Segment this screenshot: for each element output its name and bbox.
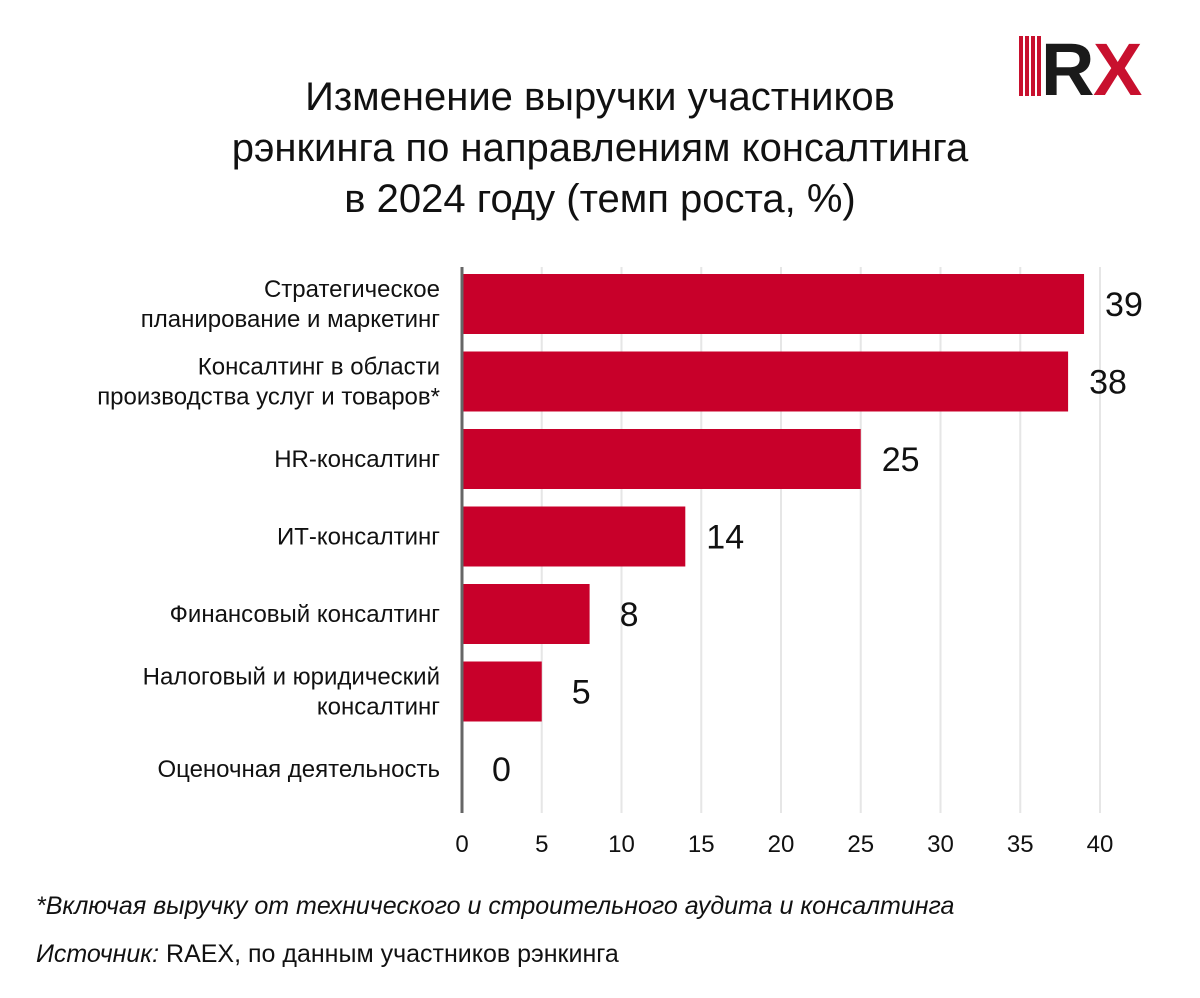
- category-label-6-0: Оценочная деятельность: [157, 756, 440, 783]
- bar-2: [462, 429, 861, 489]
- category-label-2-0: HR-консалтинг: [274, 446, 440, 473]
- logo-letter-r: R: [1041, 36, 1094, 98]
- bar-0: [462, 274, 1085, 334]
- category-label-5-0: Налоговый и юридический: [143, 664, 440, 691]
- category-label-1-1: производства услуг и товаров*: [97, 384, 440, 411]
- data-label-3: 14: [706, 519, 744, 557]
- category-label-4-0: Финансовый консалтинг: [170, 601, 441, 628]
- category-label-1-0: Консалтинг в области: [198, 354, 440, 381]
- x-tick-label-25: 25: [847, 831, 874, 858]
- data-label-0: 39: [1105, 286, 1143, 324]
- x-tick-label-10: 10: [608, 831, 635, 858]
- footnote: *Включая выручку от технического и строи…: [36, 892, 955, 920]
- x-tick-label-35: 35: [1007, 831, 1034, 858]
- chart-title-line-1: Изменение выручки участников: [305, 75, 895, 119]
- bar-3: [462, 506, 686, 567]
- chart-title-line-3: в 2024 году (темп роста, %): [344, 177, 856, 221]
- chart-title: Изменение выручки участников рэнкинга по…: [100, 72, 1100, 225]
- source-text: RAEX, по данным участников рэнкинга: [159, 940, 619, 968]
- source-label: Источник:: [36, 940, 160, 968]
- category-label-0-0: Стратегическое: [264, 276, 440, 303]
- raex-logo: R X RX: [1019, 36, 1142, 98]
- bar-5: [462, 661, 542, 722]
- x-tick-label-15: 15: [688, 831, 715, 858]
- data-label-1: 38: [1089, 364, 1127, 402]
- data-label-5: 5: [572, 674, 591, 712]
- logo-letter-x: X: [1093, 36, 1142, 98]
- x-tick-label-30: 30: [927, 831, 954, 858]
- category-label-5-1: консалтинг: [317, 694, 440, 721]
- bar-4: [462, 584, 590, 644]
- x-tick-label-0: 0: [455, 831, 468, 858]
- x-tick-label-40: 40: [1087, 831, 1114, 858]
- category-label-3-0: ИТ-консалтинг: [277, 524, 440, 551]
- x-tick-label-5: 5: [535, 831, 548, 858]
- chart-title-line-2: рэнкинга по направлениям консалтинга: [231, 126, 969, 170]
- bar-1: [462, 351, 1069, 412]
- data-label-4: 8: [620, 596, 639, 634]
- category-label-0-1: планирование и маркетинг: [141, 306, 440, 333]
- data-label-6: 0: [492, 751, 511, 789]
- data-label-2: 25: [882, 441, 920, 479]
- source-note: Источник: RAEX, по данным участников рэн…: [36, 940, 619, 969]
- x-tick-label-20: 20: [768, 831, 795, 858]
